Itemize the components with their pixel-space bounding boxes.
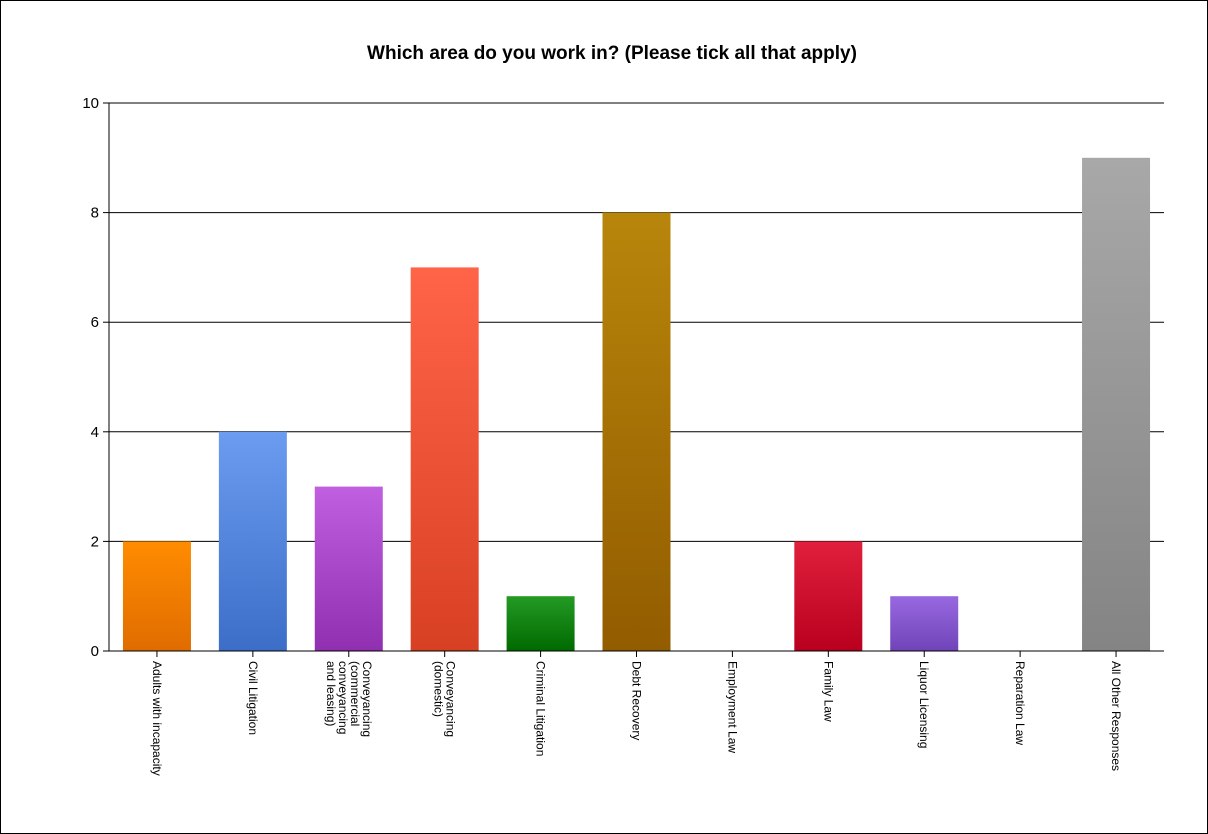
x-tick-label-line: conveyancing [336,661,350,734]
bar [1082,157,1151,652]
bar [218,431,287,651]
bar [506,596,575,651]
x-tick-label: Criminal Litigation [534,661,548,756]
x-tick-label: Liquor Licensing [917,661,931,748]
x-tick-label: All Other Responses [1109,661,1123,771]
bar [314,486,383,651]
x-tick-label: Debt Recovery [630,661,644,740]
x-tick-label-line: Conveyancing [360,661,374,737]
x-tick-label-line: All Other Responses [1109,661,1123,771]
bar [122,541,191,651]
x-tick-label: Reparation Law [1013,661,1027,745]
y-tick-label: 8 [91,205,99,222]
x-tick-label-line: Debt Recovery [630,661,644,740]
bar [890,596,959,651]
x-tick-label-line: Family Law [821,661,835,722]
x-tick-label-line: and leasing) [324,661,338,726]
y-tick-label: 0 [91,643,99,660]
x-tick-label-line: Criminal Litigation [534,661,548,756]
y-tick-label: 2 [91,533,99,550]
bar [602,212,671,651]
x-tick-label: Conveyancing(domestic) [432,661,458,737]
x-tick-label: Adults with incapacity [150,661,164,776]
x-tick-label-line: Civil Litigation [246,661,260,735]
x-tick-label-line: (domestic) [432,661,446,717]
y-tick-label: 4 [91,424,99,441]
bar [410,267,479,651]
chart-title: Which area do you work in? (Please tick … [367,43,857,64]
x-tick-label-line: Adults with incapacity [150,661,164,776]
x-tick-label: Employment Law [725,661,739,753]
y-tick-label: 10 [82,95,99,112]
x-tick-label-line: Liquor Licensing [917,661,931,748]
x-tick-label: Civil Litigation [246,661,260,735]
x-tick-label-line: Conveyancing [444,661,458,737]
x-tick-label: Family Law [821,661,835,722]
bar [794,541,863,651]
x-tick-label-line: Reparation Law [1013,661,1027,745]
y-tick-label: 6 [91,314,99,331]
x-tick-label-line: (commercial [348,661,362,726]
x-tick-label-line: Employment Law [725,661,739,753]
